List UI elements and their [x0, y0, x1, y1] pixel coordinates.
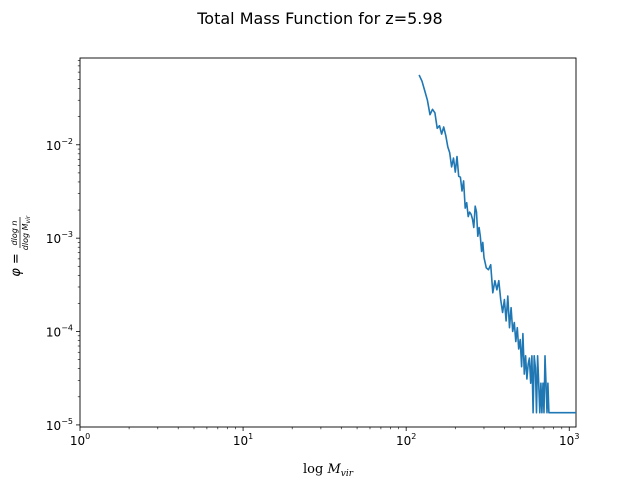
svg-text:φ =: φ = [9, 253, 24, 277]
tick-group: 100 101 102 103 10−5 10−4 10−3 10−2 [46, 60, 579, 448]
series-group [418, 74, 576, 414]
x-tick-label: 102 [396, 432, 416, 448]
y-axis-label: φ = dlog n dlog Mvir [9, 215, 32, 277]
x-tick-label: 101 [233, 432, 253, 448]
y-tick-label: 10−5 [46, 417, 73, 433]
svg-text:dlog n: dlog n [10, 221, 19, 246]
series-line-0 [418, 74, 576, 414]
chart-title: Total Mass Function for z=5.98 [196, 9, 442, 28]
x-axis-label: log Mvir [303, 462, 354, 479]
y-tick-label: 10−2 [46, 137, 73, 153]
plot-area: 100 101 102 103 10−5 10−4 10−3 10−2 [46, 57, 579, 448]
svg-text:dlog Mvir: dlog Mvir [21, 215, 32, 250]
y-tick-label: 10−3 [46, 230, 73, 246]
y-tick-label: 10−4 [46, 324, 73, 340]
x-tick-label: 100 [70, 432, 90, 448]
plot-frame [79, 57, 577, 428]
x-tick-label: 103 [559, 432, 579, 448]
